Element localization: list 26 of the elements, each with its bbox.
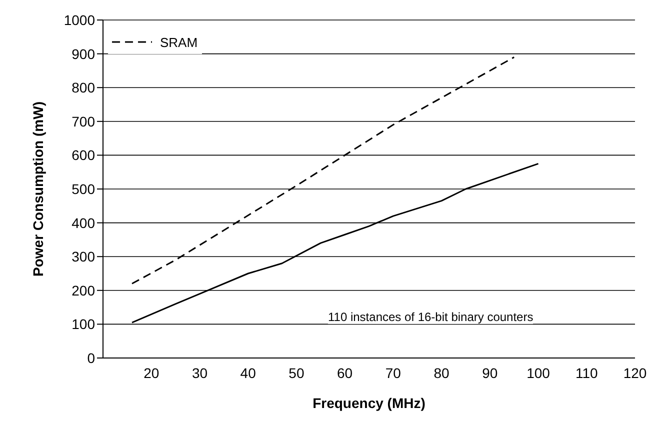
y-axis-title: Power Consumption (mW) <box>30 102 46 276</box>
x-tick-label: 60 <box>337 364 353 381</box>
x-tick-label: 80 <box>434 364 450 381</box>
x-tick-label: 120 <box>623 364 647 381</box>
y-tick-label: 600 <box>72 147 96 164</box>
x-tick-label: 90 <box>482 364 498 381</box>
y-tick-label: 0 <box>87 350 96 366</box>
y-tick-label: 100 <box>72 316 96 332</box>
x-tick-label: 30 <box>192 364 208 381</box>
x-tick-label: 40 <box>240 364 256 381</box>
x-tick-label: 110 <box>575 364 598 381</box>
y-tick-label: 800 <box>72 80 96 96</box>
y-tick-label: 400 <box>72 214 96 231</box>
annotation: 110 instances of 16-bit binary counters <box>328 310 534 324</box>
y-tick-label: 300 <box>72 248 96 265</box>
x-tick-label: 50 <box>288 364 304 381</box>
y-tick-label: 1000 <box>64 12 96 28</box>
y-tick-label: 500 <box>72 180 96 197</box>
y-tick-label: 200 <box>72 282 96 298</box>
x-tick-label: 70 <box>385 364 402 381</box>
x-tick-label: 100 <box>526 364 550 381</box>
x-tick-label: 20 <box>144 364 160 381</box>
legend-label: SRAM <box>160 34 198 50</box>
y-tick-label: 700 <box>72 113 96 130</box>
x-axis-title: Frequency (MHz) <box>312 395 426 411</box>
y-tick-label: 900 <box>72 46 96 62</box>
